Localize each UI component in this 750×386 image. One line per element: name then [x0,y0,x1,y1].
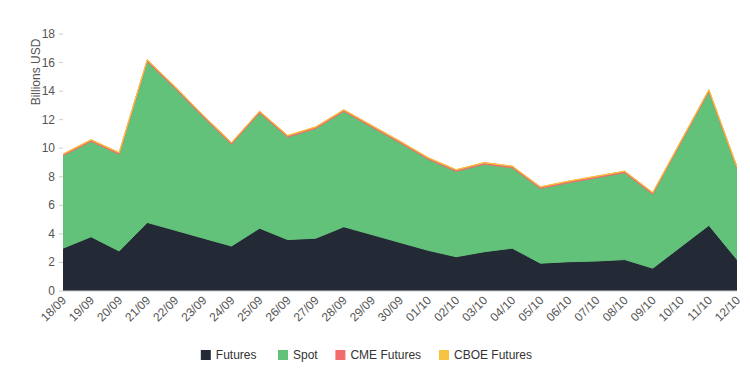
y-tick-label: 6 [48,198,55,212]
y-tick [59,91,63,92]
x-tick-label: 23/09 [178,293,209,324]
legend: Futures Spot CME Futures CBOE Futures [201,348,532,362]
area-series [63,61,737,268]
x-tick-label: 04/10 [487,293,518,324]
x-tick-label: 18/09 [38,293,69,324]
x-tick-label: 11/10 [685,293,716,324]
x-tick-label: 24/09 [206,293,237,324]
plot-area [63,60,737,291]
x-tick-label: 30/09 [375,293,406,324]
x-tick-label: 27/09 [291,293,322,324]
x-tick-label: 22/09 [150,293,181,324]
legend-label: CBOE Futures [454,348,532,362]
x-tick-label: 05/10 [515,293,546,324]
x-tick-label: 10/10 [656,293,687,324]
x-tick-label: 01/10 [403,293,434,324]
y-tick-label: 10 [42,141,56,155]
y-axis-title: Billions USD [29,38,43,105]
legend-swatch [201,350,211,360]
y-tick [59,119,63,120]
y-tick [59,262,63,263]
y-tick [59,148,63,149]
chart: 0 2 4 6 8 10 12 14 16 18Billions USD 18/0919/0920/… [0,0,750,386]
x-tick-label: 25/09 [235,293,266,324]
y-tick [59,291,63,292]
legend-swatch [335,350,345,360]
legend-label: CME Futures [350,348,421,362]
y-tick-label: 18 [42,27,56,41]
y-tick [59,205,63,206]
x-tick-label: 03/10 [459,293,490,324]
x-tick-label: 20/09 [94,293,125,324]
y-tick-label: 4 [48,227,55,241]
x-tick-label: 02/10 [431,293,462,324]
x-tick-label: 26/09 [263,293,294,324]
y-tick-label: 8 [48,170,55,184]
y-tick-label: 14 [42,84,56,98]
area-series [63,60,737,193]
x-tick-label: 08/10 [600,293,631,324]
y-tick [59,62,63,63]
legend-label: Futures [216,348,257,362]
x-tick-label: 07/10 [572,293,603,324]
x-tick-label: 19/09 [66,293,97,324]
x-tick-label: 21/09 [122,293,153,324]
y-tick-label: 12 [42,113,56,127]
y-tick-label: 2 [48,255,55,269]
y-tick-label: 16 [42,56,56,70]
area-series [63,60,737,194]
x-tick-label: 06/10 [543,293,574,324]
x-tick-label: 09/10 [628,293,659,324]
y-tick [59,176,63,177]
x-axis-line [63,291,737,292]
y-tick [59,233,63,234]
x-tick-label: 29/09 [347,293,378,324]
legend-swatch [278,350,288,360]
x-tick-label: 12/10 [712,293,743,324]
y-tick [59,34,63,35]
legend-label: Spot [293,348,318,362]
y-tick-label: 0 [48,284,55,298]
legend-swatch [439,350,449,360]
x-tick-label: 28/09 [319,293,350,324]
